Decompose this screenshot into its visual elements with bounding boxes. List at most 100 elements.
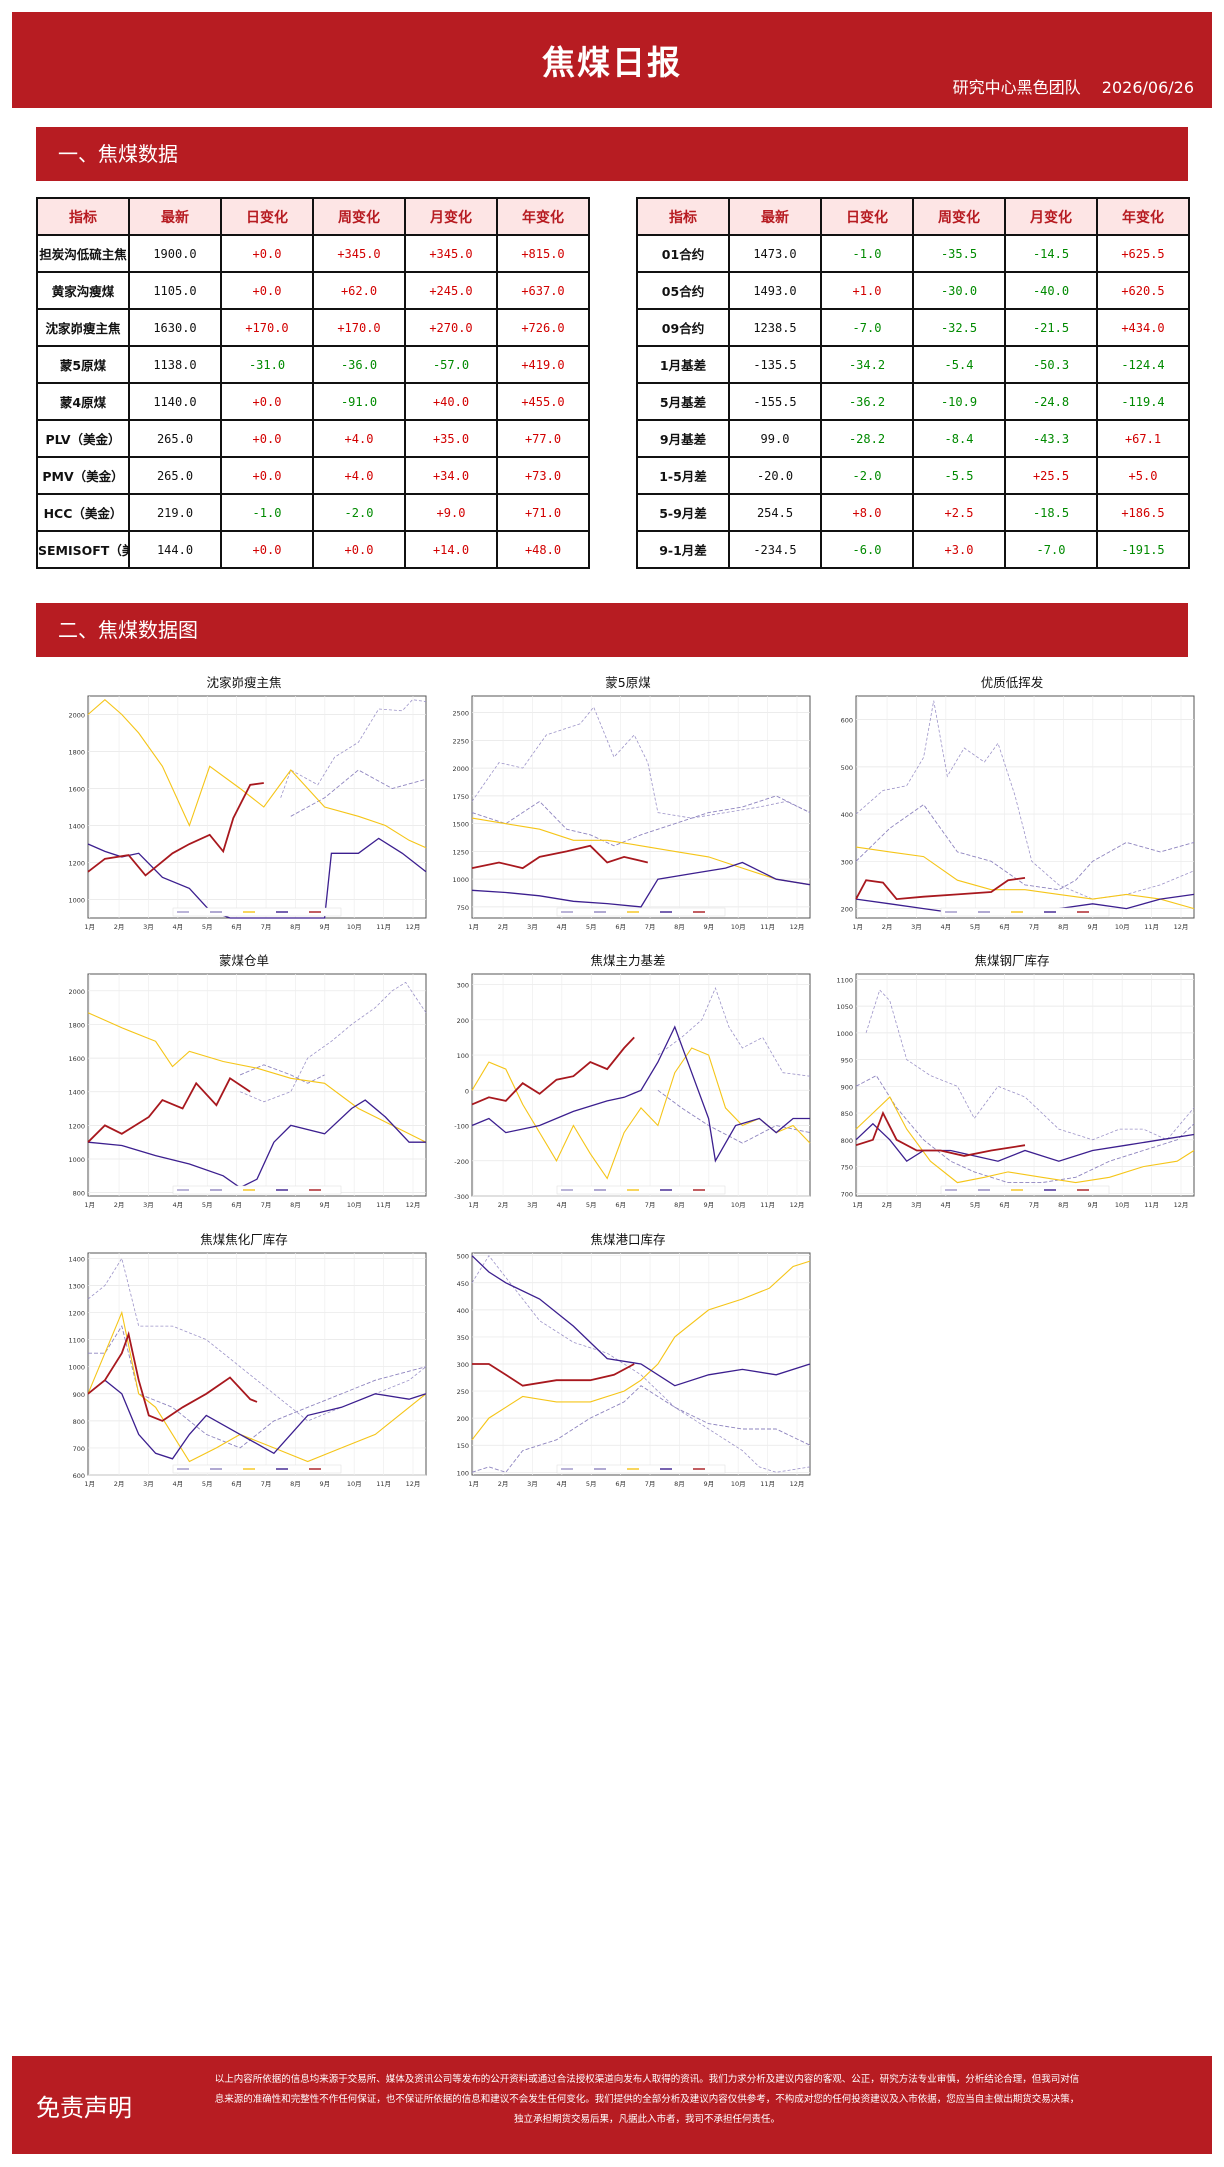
change-value: -32.5 [912, 308, 1006, 347]
latest-value: -135.5 [728, 345, 822, 384]
change-value: +625.5 [1096, 234, 1190, 273]
change-value: -36.0 [312, 345, 406, 384]
table-row: PMV（美金） 265.0 +0.0 +4.0 +34.0 +73.0 [36, 456, 590, 495]
x-tick-label: 10月 [347, 923, 362, 931]
x-tick-label: 8月 [1058, 923, 1069, 931]
x-tick-label: 8月 [674, 1480, 685, 1488]
y-tick-label: 2250 [452, 737, 469, 745]
series-line-4 [87, 1379, 427, 1460]
latest-value: 1473.0 [728, 234, 822, 273]
x-tick-label: 10月 [1115, 1201, 1130, 1209]
table-row: 5-9月差 254.5 +8.0 +2.5 -18.5 +186.5 [636, 493, 1190, 532]
x-tick-label: 2月 [114, 1480, 125, 1488]
y-tick-label: 900 [841, 1083, 853, 1091]
line-chart: 优质低挥发 200 300 400 500 600 1月 2月 3月 4月 5月 6月 7月 8月 9月 10… [822, 672, 1202, 937]
plot-frame [855, 695, 1195, 919]
table-row: 05合约 1493.0 +1.0 -30.0 -40.0 +620.5 [636, 271, 1190, 310]
report-title: 焦煤日报 [542, 43, 682, 82]
x-tick-label: 9月 [704, 1480, 715, 1488]
chart-legend [172, 907, 342, 917]
x-tick-label: 3月 [911, 1201, 922, 1209]
table-row: 01合约 1473.0 -1.0 -35.5 -14.5 +625.5 [636, 234, 1190, 273]
y-tick-label: 1050 [836, 1003, 853, 1011]
plot-frame [87, 1252, 427, 1476]
y-tick-label: 1400 [68, 823, 85, 831]
change-value: +0.0 [220, 234, 314, 273]
y-tick-label: 1000 [68, 1364, 85, 1372]
chart-plot: 1000 1200 1400 1600 1800 2000 1月 2月 3月 4月 5月 6月 7月 8月… [68, 695, 427, 931]
x-tick-label: 7月 [645, 923, 656, 931]
line-chart: 焦煤主力基差 -300 -200 -100 0 100 200 300 1月 2月 3月 4月 5月 6月… [438, 950, 818, 1215]
x-tick-label: 11月 [376, 1480, 391, 1488]
indicator-name: 5-9月差 [636, 493, 730, 532]
x-tick-label: 8月 [674, 923, 685, 931]
x-tick-label: 8月 [290, 923, 301, 931]
change-value: -7.0 [1004, 530, 1098, 569]
table-row: 担炭沟低硫主焦 1900.0 +0.0 +345.0 +345.0 +815.0 [36, 234, 590, 273]
change-value: +170.0 [220, 308, 314, 347]
change-value: +726.0 [496, 308, 590, 347]
change-value: +620.5 [1096, 271, 1190, 310]
x-tick-label: 2月 [114, 1201, 125, 1209]
series-line-3 [855, 1096, 1195, 1184]
legend-box [940, 1185, 1110, 1195]
latest-value: -234.5 [728, 530, 822, 569]
table-row: 5月基差 -155.5 -36.2 -10.9 -24.8 -119.4 [636, 382, 1190, 421]
x-tick-label: 12月 [790, 1480, 805, 1488]
line-chart: 焦煤钢厂库存 700 750 800 850 900 950 1000 1050 1100 1月 2月… [822, 950, 1202, 1215]
y-tick-label: 1100 [68, 1337, 85, 1345]
x-tick-label: 6月 [615, 1201, 626, 1209]
change-value: +345.0 [312, 234, 406, 273]
latest-value: 265.0 [128, 456, 222, 495]
change-value: +71.0 [496, 493, 590, 532]
x-tick-label: 7月 [261, 923, 272, 931]
x-tick-label: 9月 [320, 1480, 331, 1488]
y-tick-label: 350 [457, 1334, 469, 1342]
x-tick-label: 12月 [406, 923, 421, 931]
series-line-1 [471, 706, 811, 819]
change-value: -50.3 [1004, 345, 1098, 384]
report-header: 焦煤日报 研究中心黑色团队 2026/06/26 [12, 12, 1212, 108]
x-tick-label: 4月 [941, 923, 952, 931]
y-tick-label: 1800 [68, 749, 85, 757]
x-tick-label: 9月 [320, 1201, 331, 1209]
series-line-5 [87, 782, 264, 877]
change-value: +434.0 [1096, 308, 1190, 347]
change-value: +9.0 [404, 493, 498, 532]
table-row: 1-5月差 -20.0 -2.0 -5.5 +25.5 +5.0 [636, 456, 1190, 495]
x-tick-label: 5月 [202, 1201, 213, 1209]
latest-value: 99.0 [728, 419, 822, 458]
y-tick-label: 1750 [452, 793, 469, 801]
table-row: 09合约 1238.5 -7.0 -32.5 -21.5 +434.0 [636, 308, 1190, 347]
table-row: HCC（美金） 219.0 -1.0 -2.0 +9.0 +71.0 [36, 493, 590, 532]
series-line-3 [87, 698, 427, 849]
change-value: +0.0 [312, 530, 406, 569]
x-tick-label: 5月 [586, 1480, 597, 1488]
change-value: +2.5 [912, 493, 1006, 532]
x-tick-label: 4月 [557, 1480, 568, 1488]
indicator-name: 05合约 [636, 271, 730, 310]
series-line-1 [471, 1255, 811, 1473]
indicator-name: 沈家峁瘦主焦 [36, 308, 130, 347]
change-value: +170.0 [312, 308, 406, 347]
change-value: +35.0 [404, 419, 498, 458]
column-header: 日变化 [220, 197, 314, 236]
y-tick-label: 800 [73, 1418, 85, 1426]
y-tick-label: 1300 [68, 1282, 85, 1290]
x-tick-label: 7月 [261, 1201, 272, 1209]
y-tick-label: 300 [457, 1361, 469, 1369]
x-tick-label: 3月 [527, 1480, 538, 1488]
x-tick-label: 12月 [1174, 1201, 1189, 1209]
y-tick-label: 600 [73, 1472, 85, 1480]
chart-legend [172, 1464, 342, 1474]
x-tick-label: 1月 [468, 923, 479, 931]
change-value: -14.5 [1004, 234, 1098, 273]
y-tick-label: 150 [457, 1442, 469, 1450]
y-tick-label: 2000 [68, 712, 85, 720]
x-tick-label: 5月 [970, 1201, 981, 1209]
x-tick-label: 2月 [882, 1201, 893, 1209]
y-tick-label: -300 [454, 1193, 469, 1201]
latest-value: 1138.0 [128, 345, 222, 384]
x-tick-label: 12月 [1174, 923, 1189, 931]
x-tick-label: 7月 [261, 1480, 272, 1488]
